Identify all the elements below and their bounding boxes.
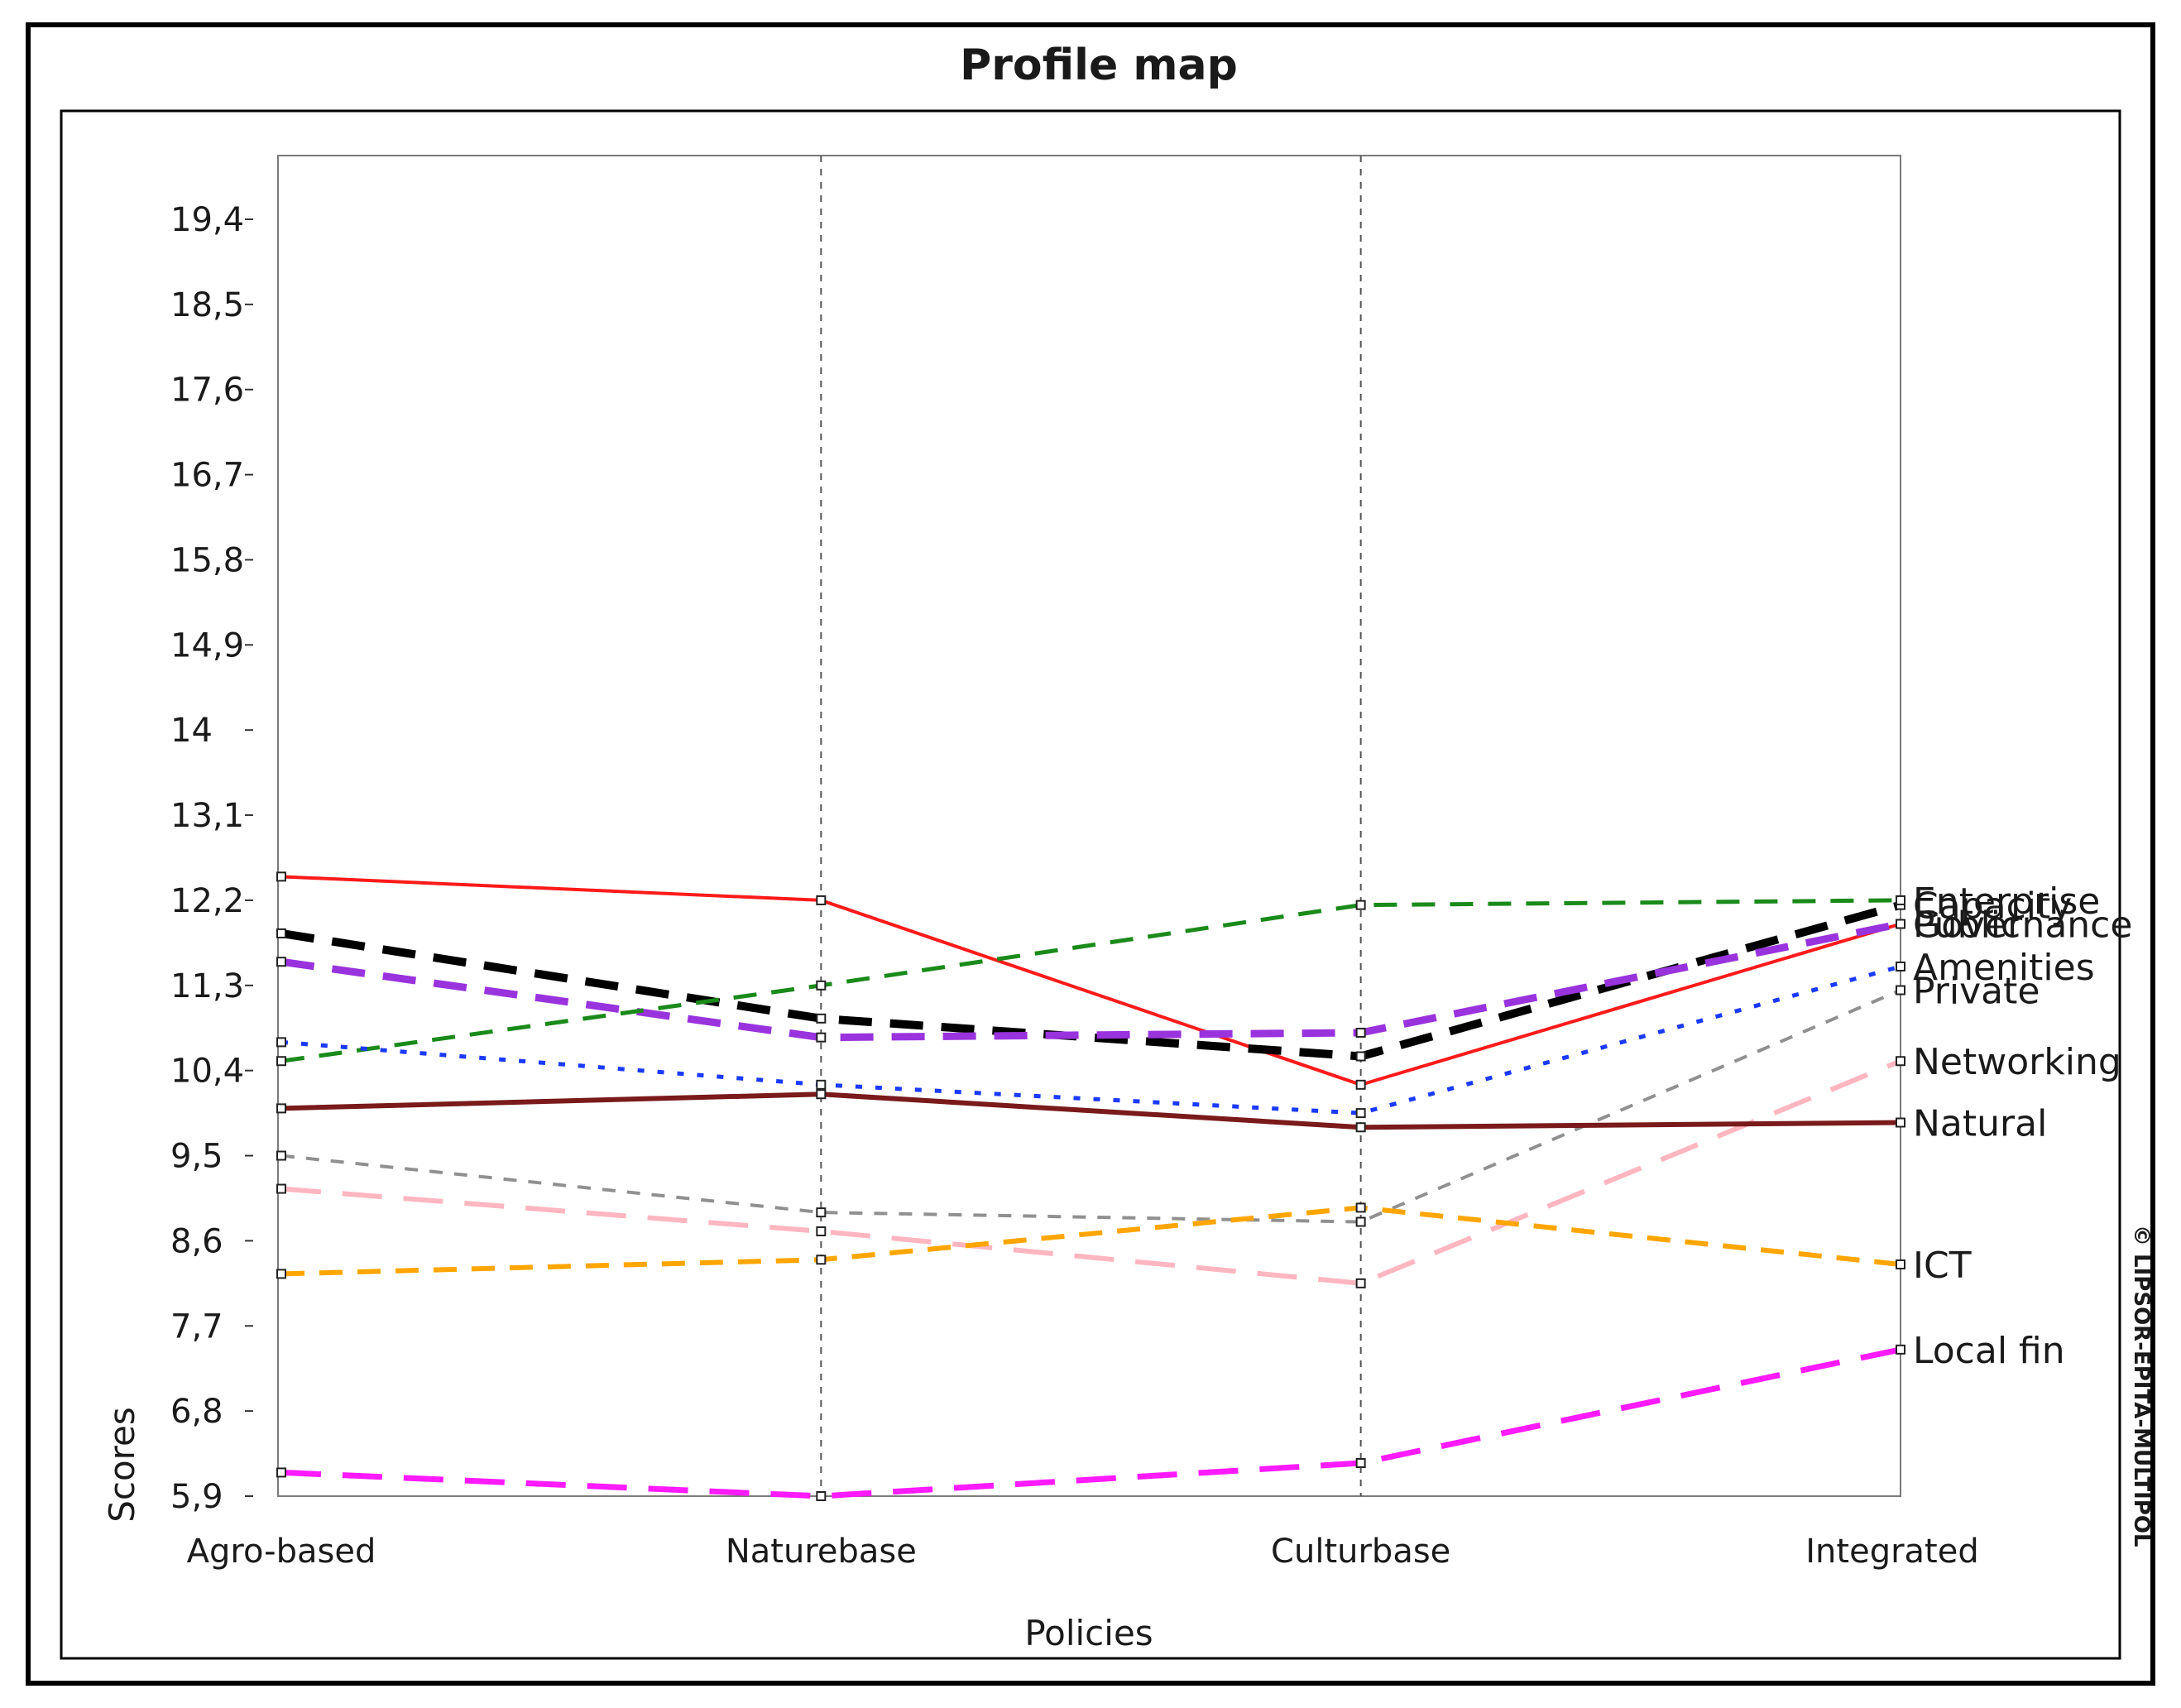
series-line-natural [280,1091,1901,1130]
data-point [1355,1027,1366,1038]
series-line-ict [280,1205,1901,1277]
series-label-private: Private [1913,971,2040,1013]
data-point [276,1103,286,1114]
x-tick-label: Culturbase [1271,1533,1450,1571]
data-point [1355,1216,1366,1227]
data-point [1355,1202,1366,1213]
data-point [816,1226,827,1236]
data-point [1355,1457,1366,1468]
data-point [1355,1051,1366,1062]
y-tick-label: 14 [170,712,213,750]
series-label-local-fin: Local fin [1913,1330,2065,1372]
series-label-capacity: Capacity [1913,885,2072,928]
series-line-capacity [280,900,1902,1061]
data-point [816,1032,827,1043]
x-axis-ticks: Agro-based Naturebase Culturbase Integrated [187,1533,1979,1571]
x-tick-label: Agro-based [187,1533,376,1571]
data-point [816,1013,827,1024]
y-tick-label: 6,8 [170,1393,223,1431]
copyright-text: © LIPSOR-EPITA-MULTIPOL [2129,1225,2154,1547]
x-tick-label: Naturebase [726,1533,917,1571]
series-line-networking [280,1058,1902,1286]
data-point [276,1183,286,1194]
data-point [1896,895,1905,905]
series-line-governance [280,875,1901,1087]
data-point [1355,900,1366,910]
chart-title: Profile map [960,41,1238,90]
y-tick-label: 9,5 [170,1138,223,1176]
y-tick-label: 19,4 [170,201,244,239]
data-point [1355,1122,1366,1133]
y-tick-label: 13,1 [170,797,244,835]
data-point [1896,919,1905,929]
data-point [816,1207,827,1218]
y-tick-label: 11,3 [170,967,244,1005]
y-tick-label: 17,6 [170,372,244,410]
data-point [1896,1117,1905,1128]
data-point [816,980,827,991]
series-label-natural: Natural [1913,1103,2047,1145]
y-tick-label: 18,5 [170,286,244,324]
series-label-amenities: Amenities [1913,947,2095,989]
y-tick-label: 8,6 [170,1222,223,1260]
series-label-governance: Governance [1913,904,2132,947]
data-point [816,895,827,905]
series-line-enterprise [280,898,1901,1063]
data-point [1355,1108,1366,1119]
y-tick-label: 16,7 [170,457,244,495]
series-label-ict: ICT [1913,1245,1972,1287]
data-point [276,871,286,882]
y-tick-label: 10,4 [170,1053,244,1091]
data-point [1355,1079,1366,1090]
data-point [816,1089,827,1100]
data-point [276,928,286,938]
series-lines [276,871,1905,1501]
data-point [276,1467,286,1478]
series-line-local-fin [280,1346,1901,1499]
data-point [816,1491,827,1501]
data-point [816,1255,827,1265]
data-point [1896,1259,1905,1269]
data-point [276,957,286,967]
series-label-networking: Networking [1913,1041,2121,1083]
series-line-public [280,920,1901,1042]
series-label-enterprise: Enterprise [1913,880,2100,923]
y-tick-label: 12,2 [170,882,244,920]
data-point [276,1037,286,1048]
x-tick-label: Integrated [1805,1533,1978,1571]
data-point [1896,961,1905,972]
data-point [276,1150,286,1161]
x-axis-label: Policies [1024,1613,1153,1653]
plot-area [277,155,1901,1497]
data-point [1896,1056,1905,1067]
data-point [1355,1278,1366,1288]
data-point [276,1269,286,1279]
y-axis-ticks: 19,4 18,5 17,6 16,7 15,8 14,9 14 13,1 12,2 11,3 10… [170,201,253,1516]
data-point [1896,1344,1905,1355]
data-point [1896,985,1905,996]
y-tick-label: 14,9 [170,626,244,664]
y-axis-label: Scores [102,1407,142,1523]
data-point [276,1056,286,1067]
vertical-gridlines [820,156,1362,1496]
y-tick-label: 5,9 [170,1478,223,1516]
y-tick-label: 15,8 [170,541,244,579]
y-tick-label: 7,7 [170,1307,223,1346]
series-line-private [280,988,1901,1224]
series-label-public: Public [1913,904,2020,947]
data-point [816,1079,827,1090]
